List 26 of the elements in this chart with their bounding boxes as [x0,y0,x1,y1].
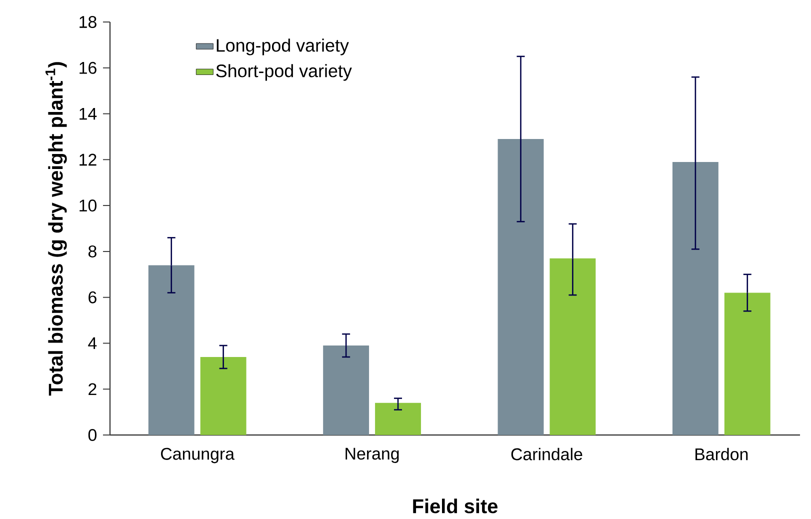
y-tick-label: 14 [80,108,97,120]
y-tick-label: 4 [88,337,97,350]
bar [200,357,246,436]
bar [148,265,194,436]
y-tick-label: 12 [80,154,96,166]
x-tick-label: Carindale [511,448,582,460]
y-tick-label: 10 [80,200,96,212]
bar [498,139,544,436]
x-tick-label: Canungra [161,448,235,464]
bar [323,346,370,436]
bar [672,162,718,436]
x-axis-title: Field site [413,498,498,514]
y-tick-label: 6 [88,291,96,304]
y-tick-label: 8 [88,245,96,258]
legend-label: Short-pod variety [216,64,352,81]
bar [550,258,596,436]
y-tick-label: 2 [88,383,96,396]
y-tick-label: 18 [80,16,96,28]
x-tick-label: Bardon [695,448,748,460]
bar [724,292,770,436]
x-tick-label: Nerang [346,448,399,464]
y-tick-label: 0 [88,429,97,442]
legend-label: Long-pod variety [216,38,349,56]
bar [375,402,421,436]
y-axis-title: Total biomass (g dry weight plant$^{-1}$) [46,62,67,396]
y-tick-label: 16 [80,62,96,74]
